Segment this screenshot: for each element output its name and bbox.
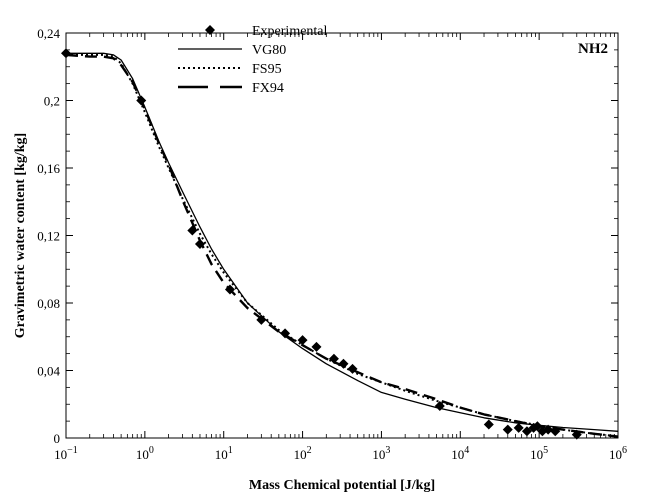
data-point xyxy=(502,424,513,435)
data-point xyxy=(550,426,561,437)
legend-label: FS95 xyxy=(252,62,282,77)
data-point xyxy=(543,424,554,435)
data-point xyxy=(483,419,494,430)
x-tick-label: 104 xyxy=(451,445,469,462)
data-point xyxy=(513,422,524,433)
legend: Experimental VG80 FS95 FX94 xyxy=(178,24,328,96)
legend-label: FX94 xyxy=(252,81,284,96)
plot-frame xyxy=(65,32,619,439)
series-line-fx94 xyxy=(65,53,619,438)
y-axis: 0 0,04 0,08 0,12 0,16 0,2 0,24 xyxy=(37,26,618,446)
series-line-fs95 xyxy=(66,53,619,438)
x-tick-label: 10−1 xyxy=(54,445,78,462)
data-point xyxy=(256,314,267,325)
x-tick-label: 103 xyxy=(372,445,390,462)
x-tick-label: 101 xyxy=(215,445,233,462)
data-point xyxy=(194,238,205,249)
x-axis-title: Mass Chemical potential [J/kg] xyxy=(249,478,435,493)
legend-label: VG80 xyxy=(252,43,286,58)
data-point xyxy=(532,421,543,432)
x-tick-label: 102 xyxy=(294,445,312,462)
y-tick-label: 0,2 xyxy=(44,94,60,109)
x-axis: 10−1 100 101 102 103 104 105 106 xyxy=(54,33,627,462)
series-line-vg80 xyxy=(66,52,619,432)
data-point xyxy=(434,400,445,411)
y-tick-label: 0,08 xyxy=(37,296,60,311)
y-tick-label: 0,16 xyxy=(37,161,60,176)
data-point xyxy=(328,353,339,364)
x-tick-label: 100 xyxy=(136,445,154,462)
data-point xyxy=(187,225,198,236)
legend-label: Experimental xyxy=(252,24,328,39)
y-tick-label: 0 xyxy=(54,431,61,446)
data-point xyxy=(347,363,358,374)
data-point xyxy=(521,426,532,437)
y-axis-title: Gravimetric water content [kg/kg] xyxy=(13,133,28,338)
plot-area xyxy=(61,48,619,440)
x-tick-label: 106 xyxy=(609,445,627,462)
panel-label: NH2 xyxy=(578,41,608,57)
data-point xyxy=(338,358,349,369)
legend-swatch-experimental xyxy=(205,25,215,35)
data-point xyxy=(136,95,147,106)
data-point xyxy=(224,284,235,295)
y-tick-label: 0,24 xyxy=(37,26,60,41)
data-point xyxy=(280,328,291,339)
data-point xyxy=(311,341,322,352)
data-point xyxy=(297,335,308,346)
y-tick-label: 0,12 xyxy=(37,229,60,244)
x-tick-label: 105 xyxy=(530,445,548,462)
y-tick-label: 0,04 xyxy=(37,364,60,379)
